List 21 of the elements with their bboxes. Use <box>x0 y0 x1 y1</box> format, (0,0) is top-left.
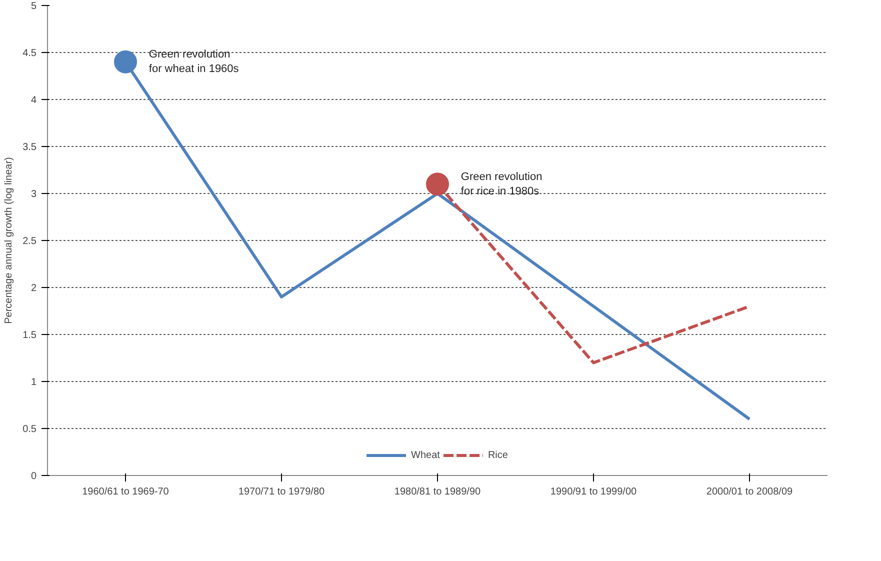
x-tick-label: 1970/71 to 1979/80 <box>238 486 326 498</box>
y-tick-label: 1.5 <box>22 330 37 341</box>
y-tick-label: 3.5 <box>22 142 37 153</box>
y-tick-label: 2 <box>30 283 37 294</box>
legend-label: Wheat <box>411 450 440 460</box>
x-tick-label: 1990/91 to 1999/00 <box>550 486 638 498</box>
y-tick-label: 0.5 <box>22 424 37 435</box>
x-tick-label: 1980/81 to 1989/90 <box>394 486 482 498</box>
x-tick-label: 1960/61 to 1969-70 <box>82 486 170 498</box>
annotation: Green revolution for rice in 1980s <box>460 170 542 198</box>
y-tick-label: 2.5 <box>22 236 37 247</box>
x-tick-label: 2000/01 to 2008/09 <box>706 486 794 498</box>
y-tick-label: 0 <box>30 471 37 482</box>
y-tick-label: 4.5 <box>22 48 37 59</box>
y-tick-label: 5 <box>30 1 37 12</box>
legend-label: Rice <box>488 450 508 460</box>
y-tick-label: 4 <box>30 95 37 106</box>
y-tick-label: 1 <box>30 377 37 388</box>
annotation: Green revolution for wheat in 1960s <box>148 48 240 76</box>
y-axis-title: Percentage annual growth (log linear) <box>4 157 15 324</box>
y-tick-label: 3 <box>30 189 37 200</box>
